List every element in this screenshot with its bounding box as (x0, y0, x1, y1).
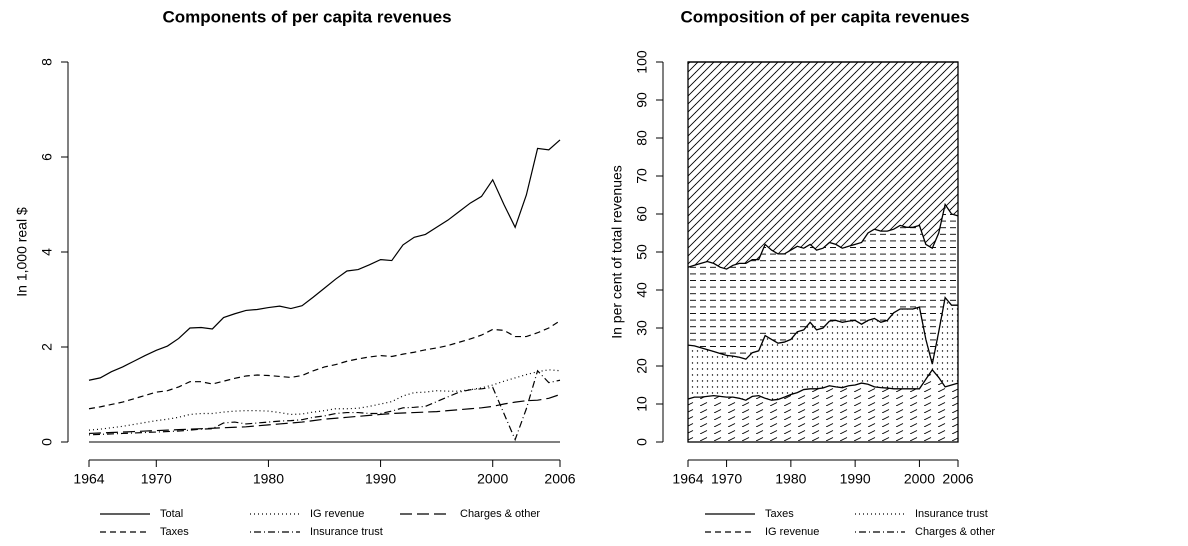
legend-label: Insurance trust (310, 526, 383, 538)
x-tick-label: 2006 (942, 471, 973, 487)
y-tick-label: 8 (39, 58, 55, 66)
x-tick-label: 1990 (365, 471, 396, 487)
x-tick-label: 1970 (141, 471, 172, 487)
series-line (88, 320, 561, 410)
y-tick-label: 80 (634, 130, 650, 146)
y-axis-label: In 1,000 real $ (14, 207, 30, 297)
series-line (88, 369, 561, 431)
y-tick-label: 4 (39, 248, 55, 256)
legend-label: Total (160, 508, 183, 520)
y-tick-label: 0 (634, 438, 650, 446)
x-tick-label: 1964 (73, 471, 104, 487)
legend-label: IG revenue (310, 508, 364, 520)
y-tick-label: 6 (39, 153, 55, 161)
x-tick-label: 1964 (672, 471, 703, 487)
y-axis-label: In per cent of total revenues (609, 165, 625, 339)
stacked-area (688, 62, 958, 270)
y-tick-label: 2 (39, 343, 55, 351)
plot-box (687, 61, 959, 443)
x-tick-label: 1980 (253, 471, 284, 487)
chart-title: Components of per capita revenues (162, 7, 451, 26)
x-tick-label: 2000 (477, 471, 508, 487)
y-tick-label: 40 (634, 282, 650, 298)
x-tick-label: 1970 (711, 471, 742, 487)
legend-label: Charges & other (460, 508, 540, 520)
y-tick-label: 0 (39, 438, 55, 446)
y-tick-label: 30 (634, 320, 650, 336)
stacked-area (688, 369, 958, 442)
series-line (88, 393, 561, 435)
stacked-area (688, 297, 958, 401)
x-tick-label: 2006 (544, 471, 575, 487)
y-tick-label: 60 (634, 206, 650, 222)
x-tick-label: 1990 (840, 471, 871, 487)
y-tick-label: 100 (634, 50, 650, 74)
y-tick-label: 20 (634, 358, 650, 374)
y-tick-label: 10 (634, 396, 650, 412)
y-tick-label: 70 (634, 168, 650, 184)
chart-title: Composition of per capita revenues (680, 7, 969, 26)
series-line (88, 369, 561, 442)
legend-label: Taxes (765, 508, 794, 520)
series-line (88, 139, 561, 381)
stacked-area (688, 204, 958, 365)
legend-label: Insurance trust (915, 508, 988, 520)
legend-label: Taxes (160, 526, 189, 538)
legend-label: IG revenue (765, 526, 819, 538)
legend-label: Charges & other (915, 526, 995, 538)
y-tick-label: 90 (634, 92, 650, 108)
x-tick-label: 2000 (904, 471, 935, 487)
x-tick-label: 1980 (775, 471, 806, 487)
y-tick-label: 50 (634, 244, 650, 260)
